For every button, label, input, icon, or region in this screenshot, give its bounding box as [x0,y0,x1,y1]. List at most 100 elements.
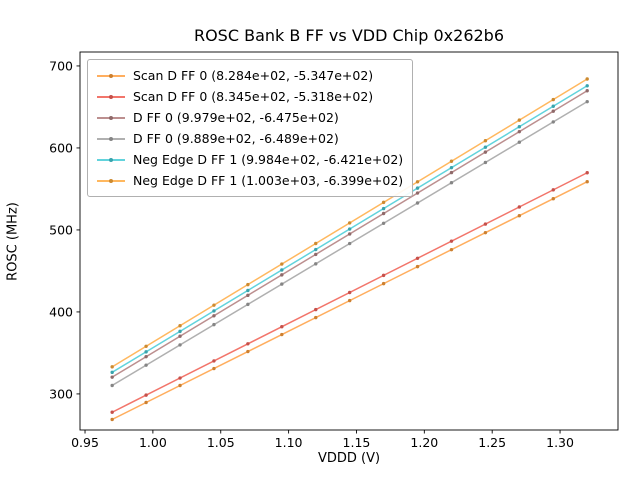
legend-entry: D FF 0 (9.979e+02, -6.475e+02) [97,107,403,128]
data-point-marker [449,165,454,170]
legend-line-sample [97,158,125,162]
data-point-marker [110,365,114,369]
legend-label: Neg Edge D FF 1 (1.003e+03, -6.399e+02) [133,173,404,188]
data-point-marker [449,170,454,175]
data-point-marker [280,273,284,277]
data-point-marker [585,77,589,81]
legend-entry: Neg Edge D FF 1 (1.003e+03, -6.399e+02) [97,170,403,191]
data-point-marker [347,232,352,236]
chart-title: ROSC Bank B FF vs VDD Chip 0x262b6 [193,26,505,45]
data-point-marker [517,118,522,122]
legend-line-sample [97,179,125,183]
legend-entry: Neg Edge D FF 1 (9.984e+02, -6.421e+02) [97,149,403,170]
legend-label: Neg Edge D FF 1 (9.984e+02, -6.421e+02) [133,152,404,167]
data-point-marker [178,324,182,328]
data-point-marker [347,241,352,246]
data-point-marker [415,264,420,269]
legend: Scan D FF 0 (8.284e+02, -5.347e+02) Scan … [87,59,414,197]
data-point-marker [144,354,148,359]
legend-line-sample [97,137,125,141]
data-point-marker [517,213,522,218]
legend-entry: Scan D FF 0 (8.284e+02, -5.347e+02) [97,65,403,86]
data-point-marker [280,282,284,286]
data-point-marker [381,211,386,216]
data-point-marker [347,221,352,225]
data-point-marker [178,383,182,388]
data-point-marker [110,410,114,414]
data-point-marker [178,329,182,334]
data-point-marker [144,393,148,397]
data-point-marker [246,342,250,346]
data-point-marker [246,349,250,354]
data-point-marker [212,314,216,318]
x-axis-tick-label: 1.25 [478,435,506,450]
data-point-marker [585,99,589,104]
legend-label: D FF 0 (9.979e+02, -6.475e+02) [133,110,339,125]
data-point-marker [246,302,250,307]
data-point-marker [517,205,522,209]
legend-label: Scan D FF 0 (8.284e+02, -5.347e+02) [133,68,374,83]
data-point-marker [246,293,250,298]
data-point-marker [314,307,318,312]
data-point-marker [517,125,522,129]
data-point-marker [585,180,589,184]
data-point-marker [381,221,386,225]
data-point-marker [178,376,182,380]
data-point-marker [381,281,386,286]
data-point-marker [347,290,352,295]
x-axis-tick-label: 1.10 [275,435,303,450]
data-point-marker [144,400,148,405]
data-point-marker [110,370,114,375]
y-axis-tick-label: 500 [49,222,73,237]
x-axis-tick-label: 1.05 [207,435,235,450]
data-point-marker [551,120,555,124]
data-point-marker [280,325,284,329]
data-point-marker [551,188,555,192]
data-point-marker [483,145,488,149]
data-point-marker [483,230,488,235]
data-point-marker [381,273,386,278]
data-point-marker [212,322,216,327]
data-point-marker [347,227,352,231]
data-point-marker [415,256,420,260]
data-point-marker [415,201,420,205]
data-point-marker [483,222,488,226]
data-point-marker [110,417,114,422]
data-point-marker [110,375,114,379]
data-point-marker [483,160,488,165]
data-point-marker [449,159,454,163]
data-point-marker [381,206,386,211]
data-point-marker [551,109,555,113]
data-point-marker [551,97,555,102]
legend-entry: D FF 0 (9.889e+02, -6.489e+02) [97,128,403,149]
data-point-marker [449,239,454,243]
legend-line-sample [97,74,125,78]
data-point-marker [449,247,454,252]
data-point-marker [144,363,148,367]
y-axis-tick-label: 700 [49,58,73,73]
data-point-marker [246,282,250,287]
data-point-marker [314,262,318,266]
legend-label: D FF 0 (9.889e+02, -6.489e+02) [133,131,339,146]
data-point-marker [212,309,216,313]
data-point-marker [212,366,216,371]
data-point-marker [280,332,284,337]
legend-entry: Scan D FF 0 (8.345e+02, -5.318e+02) [97,86,403,107]
axes-spines [79,51,619,431]
data-point-marker [585,171,589,175]
data-point-marker [483,150,488,154]
data-point-marker [246,288,250,293]
data-point-marker [585,84,589,88]
data-point-marker [449,181,454,185]
data-point-marker [178,343,182,347]
data-point-marker [280,262,284,266]
data-point-marker [314,252,318,257]
x-axis-tick-label: 1.20 [410,435,438,450]
data-point-marker [314,315,318,320]
x-axis-tick-label: 0.95 [71,435,99,450]
data-point-marker [144,350,148,354]
legend-label: Scan D FF 0 (8.345e+02, -5.318e+02) [133,89,374,104]
data-point-marker [212,303,216,307]
